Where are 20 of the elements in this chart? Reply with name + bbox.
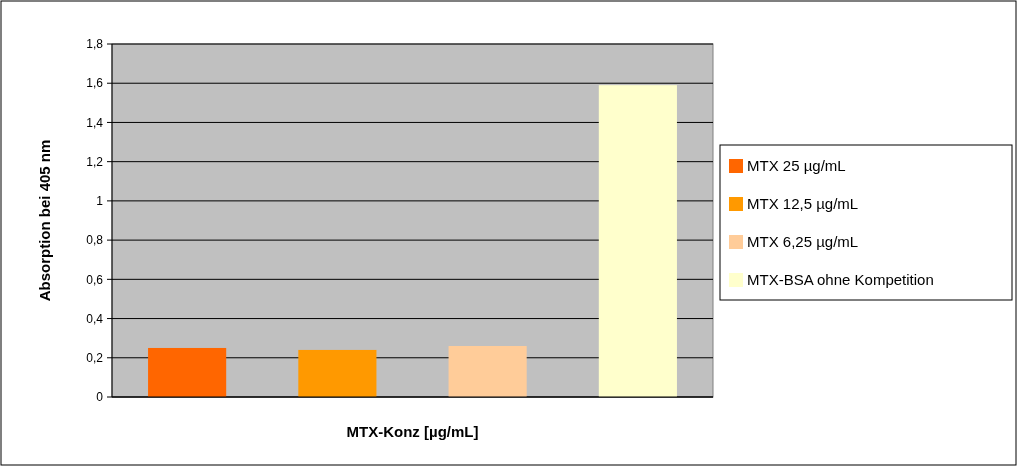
bar	[298, 349, 377, 397]
y-tick-label: 1,8	[86, 37, 104, 52]
legend-label: MTX 25 µg/mL	[747, 157, 846, 175]
y-tick-label: 0,6	[86, 272, 104, 287]
y-tick-label: 1,6	[86, 76, 104, 91]
bar	[598, 85, 677, 397]
y-tick-label: 0,2	[86, 350, 104, 365]
legend-label: MTX 12,5 µg/mL	[747, 195, 859, 213]
y-tick-label: 0,8	[86, 233, 104, 248]
y-tick-label: 1,2	[86, 154, 104, 169]
bar	[148, 347, 227, 397]
y-tick-label: 0,4	[86, 311, 104, 326]
y-tick-label: 1	[96, 194, 104, 209]
bar	[448, 346, 527, 397]
y-tick-label: 0	[96, 390, 104, 405]
x-axis-title: MTX-Konz [µg/mL]	[346, 423, 479, 440]
legend-label: MTX-BSA ohne Kompetition	[747, 271, 934, 289]
y-axis-title: Absorption bei 405 nm	[36, 139, 53, 302]
legend-label: MTX 6,25 µg/mL	[747, 233, 859, 251]
y-tick-label: 1,4	[86, 115, 104, 130]
